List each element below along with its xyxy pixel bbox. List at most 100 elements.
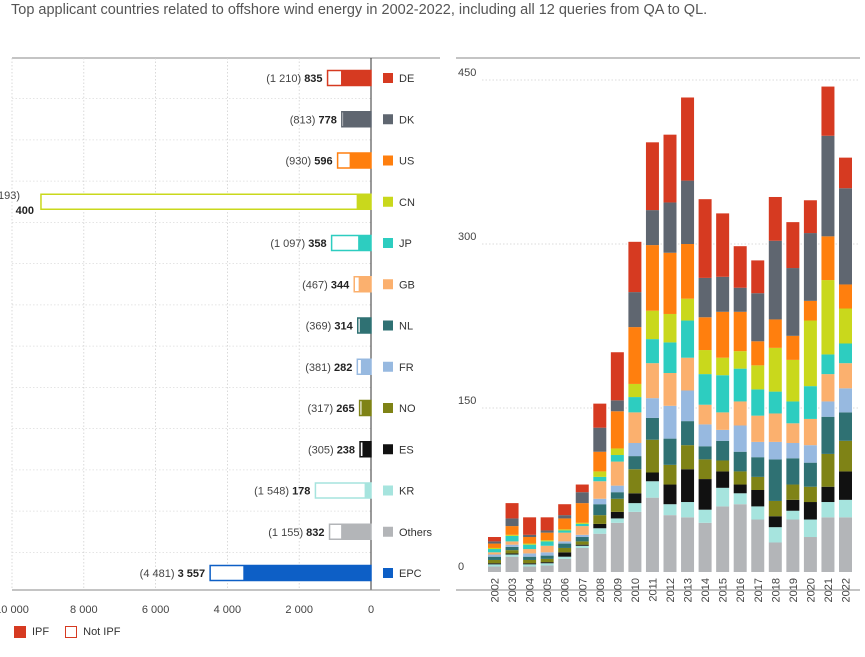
- bar-segment-es-2006: [558, 552, 572, 557]
- category-swatch-others: [383, 526, 393, 537]
- bar-segment-others-2003: [505, 556, 519, 572]
- bar-segment-fr-2021: [821, 401, 835, 417]
- bar-segment-es-2015: [716, 471, 730, 488]
- label-value-no: (317) 265: [308, 403, 355, 415]
- bar-segment-fr-2018: [768, 441, 782, 460]
- bar-segment-de-2002: [488, 537, 501, 542]
- legend: IPF Not IPF: [14, 626, 136, 638]
- bar-segment-nl-2014: [698, 446, 712, 460]
- bar-segment-dk-2013: [681, 180, 695, 244]
- bar-segment-jp-2005: [540, 541, 554, 546]
- bar-segment-kr-2011: [645, 481, 659, 498]
- bar-segment-nl-2015: [716, 440, 730, 461]
- bar-segment-cn-2006: [558, 529, 572, 531]
- bar-segment-us-2017: [751, 341, 765, 366]
- bar-segment-jp-2015: [716, 375, 730, 413]
- bar-segment-dk-2005: [540, 530, 554, 533]
- bar-segment-gb-2019: [786, 423, 800, 443]
- bar-segment-de-2021: [821, 86, 835, 136]
- bar-segment-fr-2012: [663, 405, 677, 439]
- bar-segment-jp-2019: [786, 401, 800, 424]
- bar-segment-jp-2012: [663, 342, 677, 374]
- category-label-nl: NL: [399, 321, 413, 333]
- bar-segment-kr-2013: [681, 502, 695, 518]
- bar-segment-de-2011: [645, 142, 659, 211]
- bar-segment-cn-2003: [505, 534, 519, 536]
- bar-segment-no-2007: [575, 541, 589, 545]
- bar-segment-kr-2020: [803, 519, 817, 538]
- category-swatch-de: [383, 73, 393, 83]
- bar-segment-gb-2002: [488, 552, 501, 555]
- category-label-de: DE: [399, 73, 414, 85]
- category-swatch-no: [383, 403, 393, 413]
- label-total-cn: (9 193): [0, 190, 20, 202]
- bar-ipf-nl: [359, 318, 371, 333]
- bar-segment-gb-2007: [575, 526, 589, 535]
- bar-segment-others-2020: [803, 537, 817, 572]
- bar-segment-de-2015: [716, 213, 730, 277]
- bar-segment-kr-2009: [610, 518, 624, 523]
- bar-segment-de-2022: [839, 157, 852, 189]
- bar-segment-cn-2011: [645, 310, 659, 340]
- bar-segment-no-2008: [593, 515, 607, 524]
- bar-total-kr: [314, 482, 372, 499]
- bar-segment-de-2020: [803, 200, 817, 234]
- bar-segment-kr-2016: [733, 493, 747, 505]
- bar-ipf-no: [361, 400, 371, 416]
- label-ipf-us: 596: [314, 156, 332, 168]
- bar-segment-fr-2014: [698, 424, 712, 447]
- bar-segment-nl-2007: [575, 537, 589, 542]
- bar-segment-us-2020: [803, 300, 817, 321]
- label-ipf-cn: 400: [16, 205, 34, 217]
- bar-segment-nl-2022: [839, 412, 852, 441]
- bar-segment-others-2011: [645, 497, 659, 572]
- bar-segment-jp-2002: [488, 549, 501, 553]
- bar-segment-kr-2006: [558, 556, 572, 559]
- bar-segment-fr-2019: [786, 442, 800, 459]
- label-ipf-others: 832: [306, 527, 324, 539]
- bar-segment-cn-2021: [821, 280, 835, 355]
- bar-segment-nl-2016: [733, 451, 747, 472]
- bar-segment-nl-2006: [558, 543, 572, 548]
- bar-segment-others-2015: [716, 506, 730, 572]
- bar-ipf-kr: [364, 483, 371, 498]
- bar-segment-jp-2013: [681, 320, 695, 358]
- bar-segment-dk-2012: [663, 202, 677, 253]
- bar-segment-cn-2014: [698, 350, 712, 375]
- bar-segment-jp-2009: [610, 455, 624, 462]
- bar-segment-es-2012: [663, 484, 677, 505]
- bar-segment-fr-2020: [803, 445, 817, 463]
- bar-segment-cn-2020: [803, 320, 817, 387]
- bar-segment-no-2011: [645, 439, 659, 473]
- bar-segment-es-2010: [628, 493, 642, 504]
- bar-segment-es-2017: [751, 490, 765, 507]
- label-total-kr: (1 548): [254, 486, 292, 498]
- bar-segment-es-2013: [681, 469, 695, 503]
- category-label-gb: GB: [399, 279, 415, 291]
- label-value-de: (1 210) 835: [266, 73, 322, 85]
- label-ipf-jp: 358: [308, 238, 326, 250]
- bar-segment-no-2010: [628, 469, 642, 494]
- bar-segment-jp-2022: [839, 343, 852, 364]
- bar-segment-cn-2012: [663, 313, 677, 343]
- bar-segment-kr-2007: [575, 545, 589, 548]
- label-value-jp: (1 097) 358: [270, 238, 326, 250]
- bar-segment-gb-2011: [645, 363, 659, 399]
- bar-segment-de-2007: [575, 484, 589, 493]
- bar-ipf-us: [349, 153, 371, 168]
- bar-segment-us-2004: [523, 537, 537, 544]
- label-ipf-es: 238: [337, 444, 355, 456]
- category-label-us: US: [399, 156, 414, 168]
- bar-segment-de-2003: [505, 503, 519, 519]
- bar-segment-jp-2004: [523, 544, 537, 550]
- bar-segment-jp-2010: [628, 397, 642, 413]
- bar-segment-fr-2010: [628, 442, 642, 457]
- label-total-gb: (467): [302, 279, 331, 291]
- bar-segment-cn-2005: [540, 540, 554, 542]
- bar-segment-fr-2008: [593, 498, 607, 505]
- bar-segment-no-2016: [733, 471, 747, 485]
- bar-segment-no-2012: [663, 464, 677, 485]
- legend-item-not-ipf: Not IPF: [65, 626, 120, 638]
- bar-segment-dk-2003: [505, 518, 519, 527]
- bar-segment-others-2002: [488, 566, 501, 572]
